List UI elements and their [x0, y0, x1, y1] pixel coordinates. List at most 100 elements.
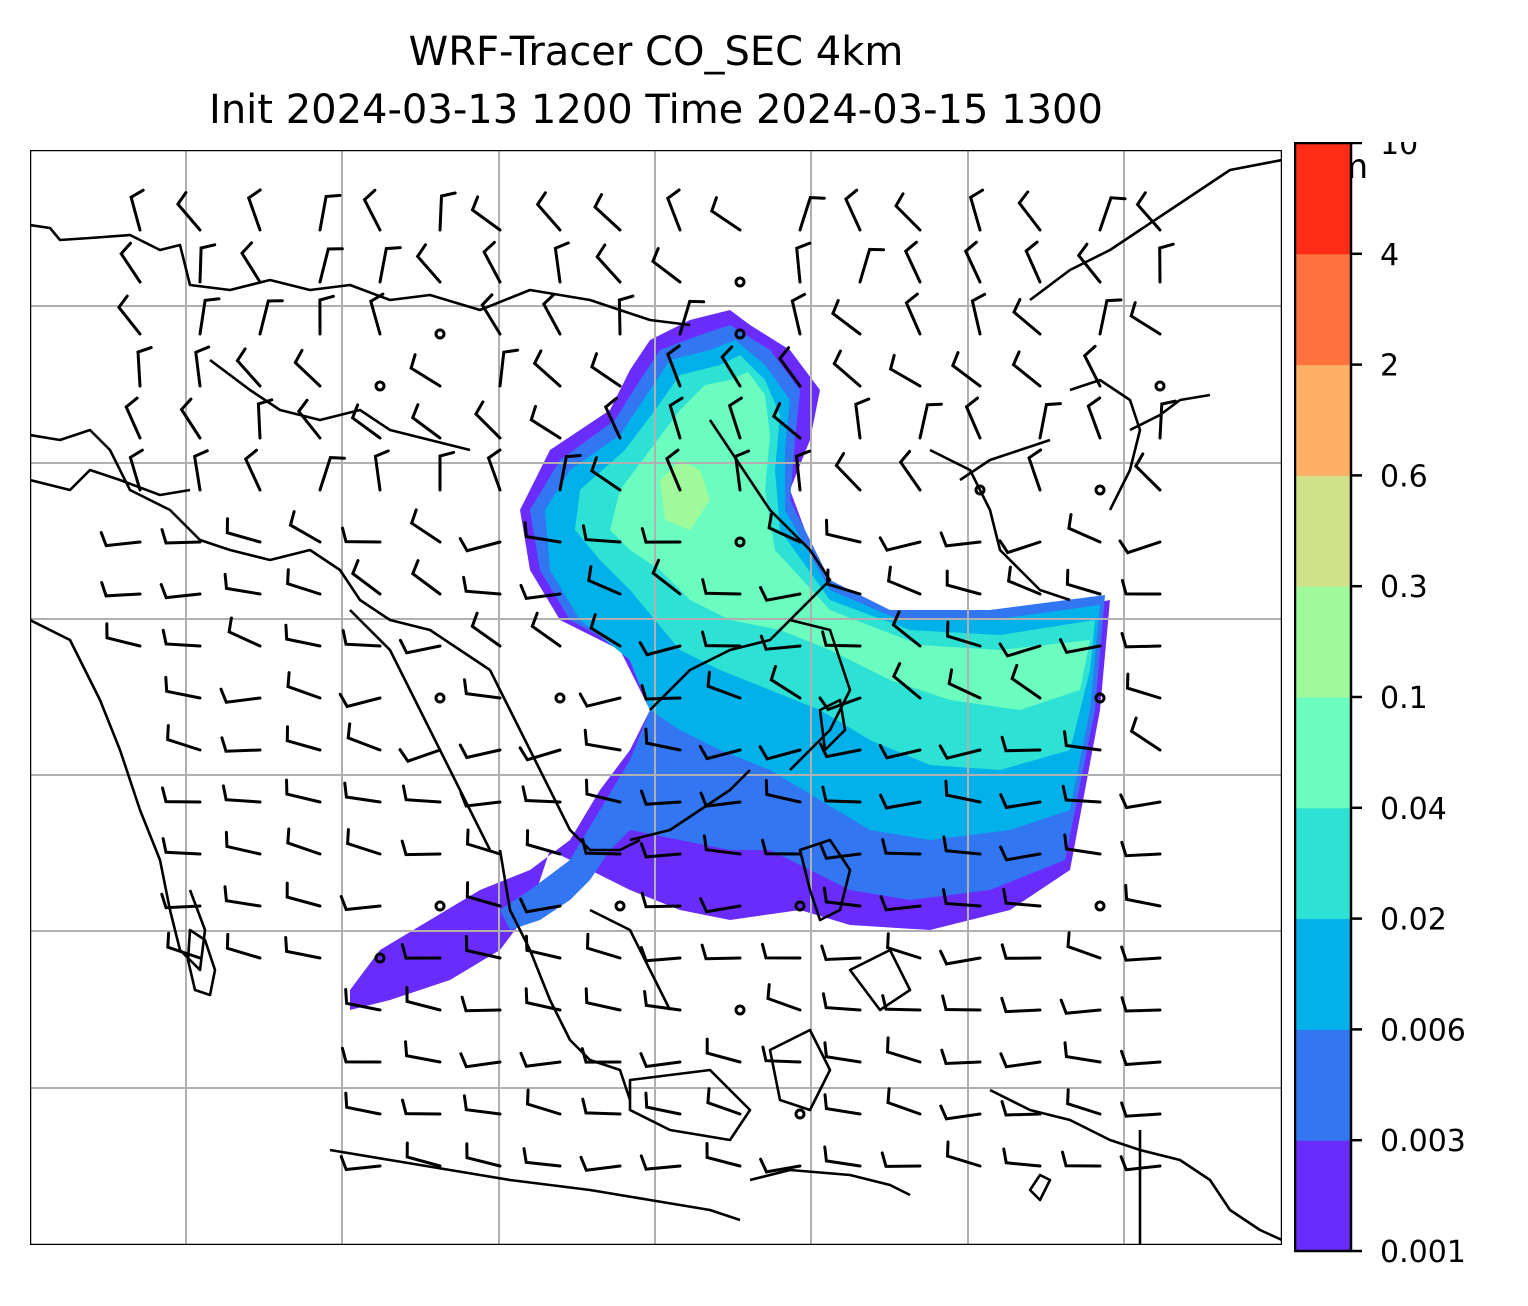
wind-barb [401, 784, 442, 804]
colorbar-segment [1295, 253, 1351, 366]
wind-barb [1098, 298, 1123, 336]
wind-barb [819, 742, 862, 759]
wind-barb [519, 897, 562, 914]
wind-barb [179, 397, 202, 440]
wind-barb [579, 1155, 622, 1172]
wind-barb [410, 559, 442, 596]
wind-barb [879, 793, 922, 810]
wind-barb [346, 828, 382, 856]
colorbar-tick-label: 0.003 [1380, 1124, 1466, 1159]
wind-barb [947, 668, 982, 700]
wind-barb [521, 785, 562, 804]
colorbar-segment [1295, 1029, 1351, 1141]
wind-barb [727, 396, 743, 440]
wind-barb [706, 1087, 742, 1116]
wind-barb [129, 188, 145, 232]
map-title-line2: Init 2024-03-13 1200 Time 2024-03-15 130… [209, 87, 1103, 133]
colorbar-segment [1295, 918, 1351, 1030]
wind-barb [710, 196, 742, 232]
wind-barb [1120, 945, 1162, 962]
wind-barb [640, 684, 682, 701]
wind-barb [769, 664, 802, 700]
wind-barb [942, 888, 982, 908]
wind-barb [639, 1052, 682, 1069]
wind-barb [438, 191, 457, 232]
wind-barb [1063, 730, 1102, 752]
wind-barb [939, 949, 982, 966]
wind-barb [886, 565, 922, 596]
wind-barb [764, 779, 802, 804]
wind-barb [284, 623, 322, 648]
wind-barb [318, 294, 335, 336]
wind-barb [678, 299, 706, 336]
wind-barb [1120, 840, 1162, 858]
wind-barb [219, 687, 262, 704]
wind-barb [794, 449, 812, 492]
calm-wind-marker [734, 1004, 746, 1016]
wind-barb [879, 895, 922, 912]
wind-barb [699, 897, 742, 914]
wind-barb [1118, 539, 1162, 555]
wind-barb [881, 994, 922, 1012]
wind-barb [587, 565, 622, 596]
wind-barb [405, 986, 442, 1012]
wind-barb [819, 843, 862, 860]
wind-barb [945, 1140, 982, 1168]
wind-barb [665, 448, 682, 492]
wind-barb [1059, 998, 1102, 1015]
coastlines [30, 158, 1282, 1245]
wind-barb [465, 828, 502, 856]
colorbar-segment [1295, 143, 1351, 255]
calm-wind-marker [1094, 900, 1106, 912]
wind-barb [886, 932, 922, 960]
wind-barb [256, 398, 274, 440]
wind-barb [720, 345, 742, 388]
wind-barb [1063, 1041, 1102, 1064]
wind-barb [950, 351, 982, 388]
wind-barb [1135, 191, 1162, 232]
wind-barb [1120, 631, 1162, 649]
wind-barb [1120, 1101, 1162, 1118]
colorbar-segment [1295, 475, 1351, 587]
wind-barb [705, 1142, 742, 1168]
wind-barb [1011, 350, 1042, 388]
wind-barb [1129, 716, 1162, 752]
wind-barb [834, 452, 862, 492]
wind-barb [894, 192, 922, 232]
wind-barb [498, 348, 520, 388]
wind-barb [1006, 565, 1042, 596]
colorbar-tick-label: 0.006 [1380, 1013, 1466, 1048]
wind-barb [198, 297, 221, 336]
wind-barb [759, 634, 802, 651]
wind-barb [482, 240, 502, 284]
wind-barb [1012, 298, 1042, 336]
wind-barb [638, 641, 682, 657]
wind-barb [1067, 513, 1102, 544]
wind-barb [532, 349, 562, 388]
wind-barb [285, 778, 322, 804]
wind-barb [1000, 1100, 1042, 1117]
wind-barb [1059, 638, 1102, 654]
wind-barb [941, 994, 982, 1012]
wind-barb [891, 610, 922, 648]
wind-barb [578, 692, 622, 708]
wind-barb [878, 744, 922, 760]
wind-barb [1158, 242, 1175, 284]
colorbar-segment [1295, 1140, 1351, 1252]
wind-barb [878, 536, 922, 552]
wind-barb [603, 396, 622, 440]
colorbar-segment [1295, 807, 1351, 920]
wind-barb [1076, 242, 1102, 284]
calm-wind-marker [434, 692, 446, 704]
wind-barb [339, 1155, 382, 1172]
wind-barb [581, 838, 622, 856]
wind-barb [160, 892, 202, 910]
wind-barb [400, 839, 442, 857]
wind-barb [344, 988, 382, 1012]
wind-barb [474, 400, 502, 440]
wind-barb [518, 746, 562, 762]
wind-barb [525, 829, 562, 856]
wind-barb [942, 835, 982, 856]
wind-barb [464, 935, 502, 960]
